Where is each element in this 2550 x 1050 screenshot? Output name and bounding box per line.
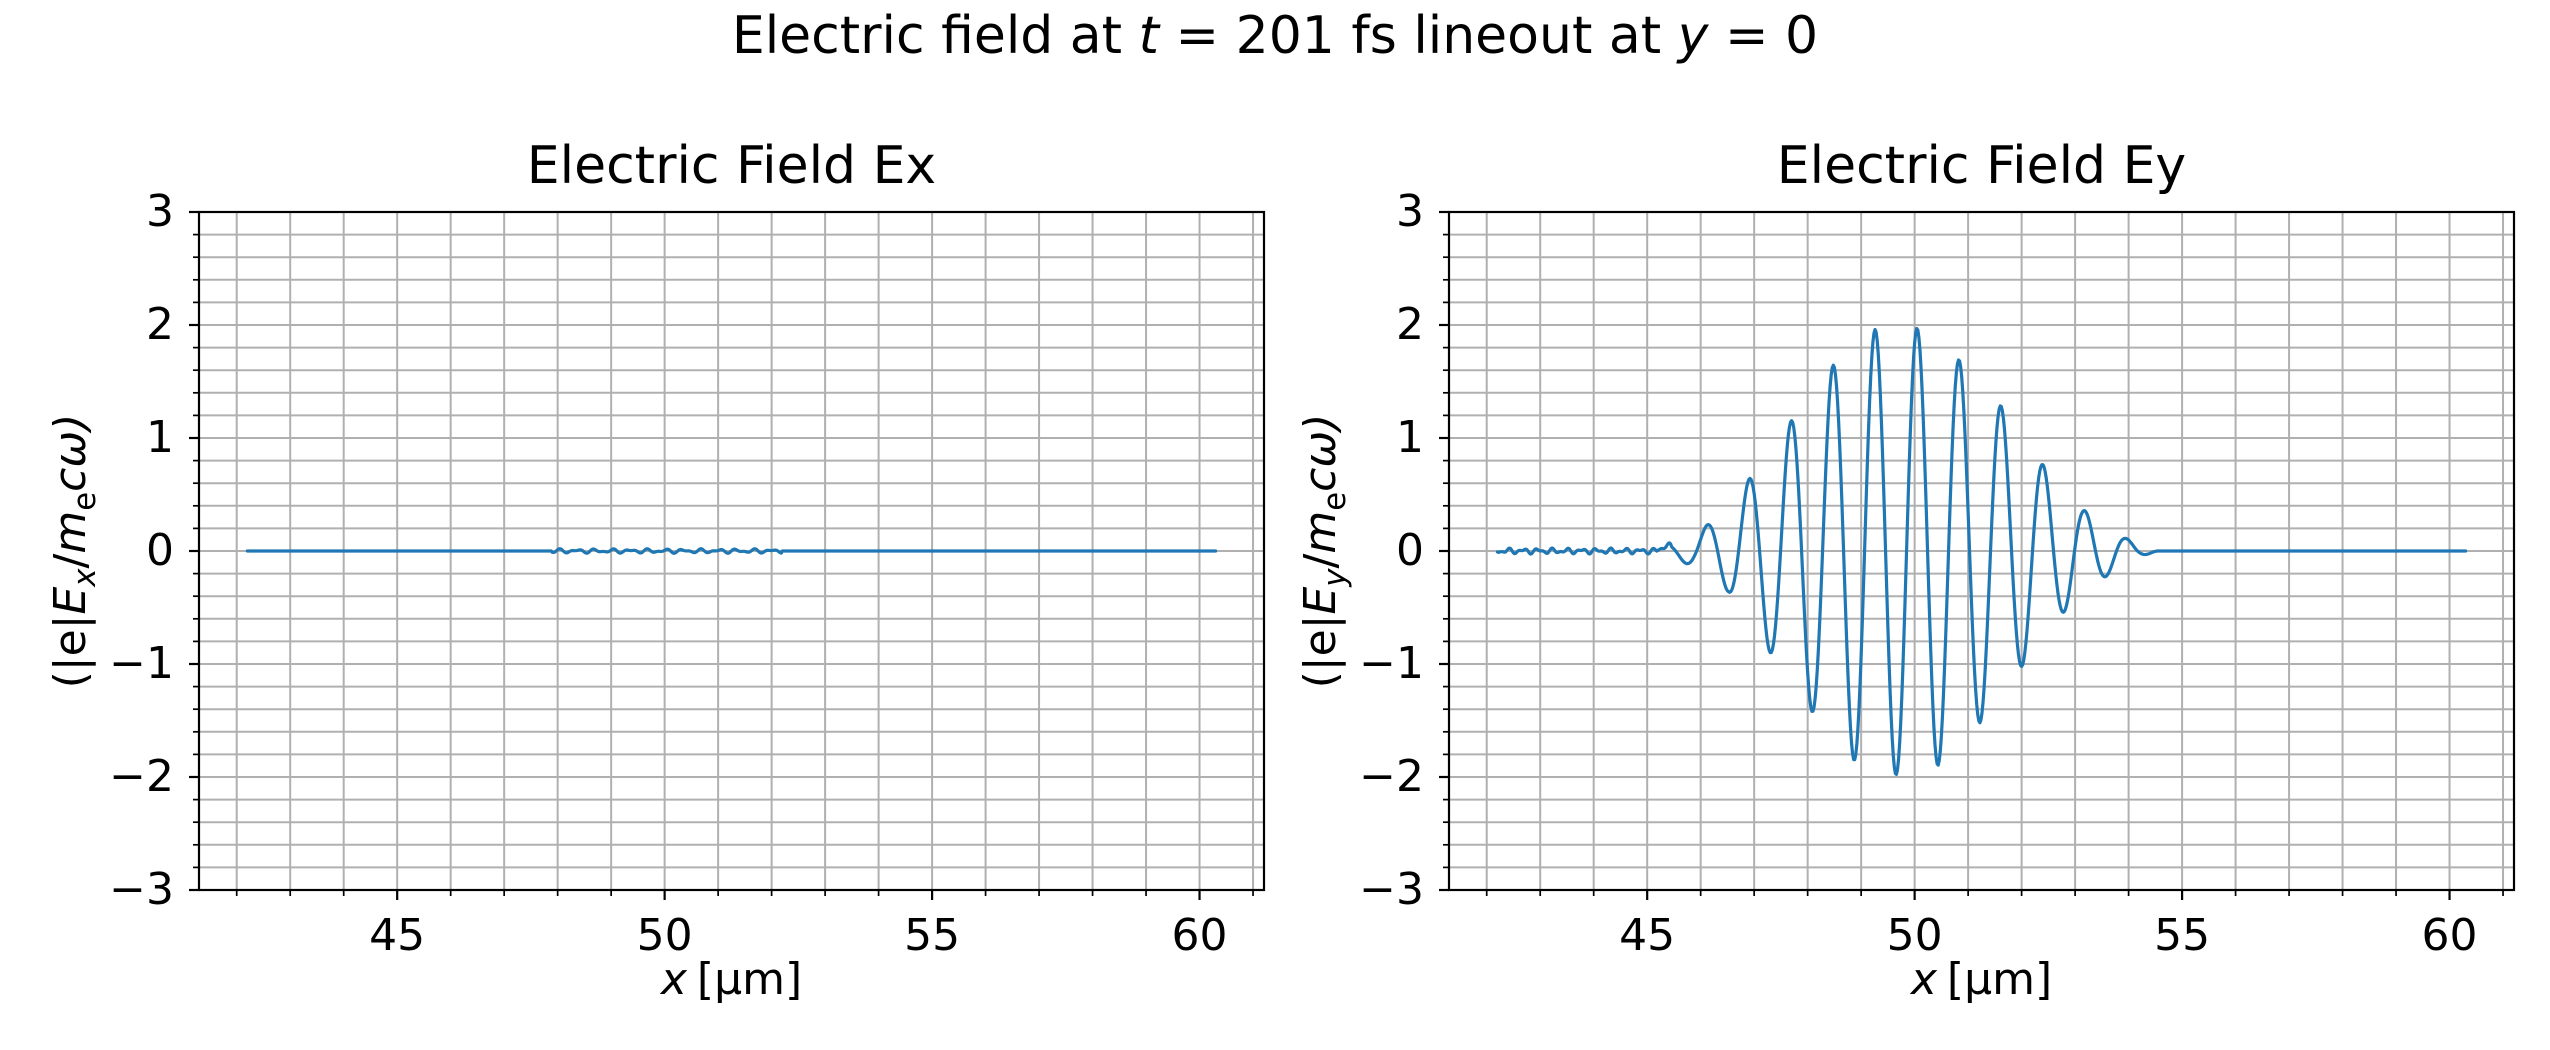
y-tick-label: 2 (1396, 299, 1424, 350)
y-tick-label: 3 (1396, 186, 1424, 237)
x-tick-label: 55 (904, 910, 961, 961)
y-tick-label: 3 (146, 186, 174, 237)
y-tick-label: −2 (1359, 751, 1424, 802)
x-tick-label: 45 (1619, 910, 1676, 961)
suptitle-var-t: t (1138, 6, 1159, 66)
subplot-ey: Electric Field Ey (|e|Ey/mecω) 45 50 55 60 … (1295, 0, 2516, 1050)
suptitle-part: Electric field at (731, 6, 1139, 66)
data-line-ey (1495, 326, 2468, 776)
x-tick-label: 60 (1171, 910, 1228, 961)
suptitle-var-y: y (1677, 6, 1709, 66)
x-axis-label-ex: x [μm] (660, 954, 803, 1005)
x-tick-label: 55 (2154, 910, 2211, 961)
x-tick-label: 45 (369, 910, 426, 961)
y-tick-label: 1 (146, 412, 174, 463)
y-tick-label: 2 (146, 299, 174, 350)
x-tick-label: 50 (1886, 910, 1943, 961)
axes-ex (189, 210, 1266, 900)
suptitle-part: = 0 (1708, 6, 1819, 66)
y-tick-label: 0 (1396, 525, 1424, 576)
y-tick-label: −1 (109, 638, 174, 689)
y-tick-label: −1 (1359, 638, 1424, 689)
y-tick-label: 1 (1396, 412, 1424, 463)
data-line-ex (245, 547, 1218, 555)
y-tick-label: −3 (109, 864, 174, 915)
subplot-ex: Electric Field Ex (|e|Ex/mecω) 45 50 55 60 … (45, 0, 1266, 1050)
axes-ey (1439, 210, 2516, 900)
subplot-title-ey: Electric Field Ey (1776, 136, 2187, 196)
y-tick-label: −3 (1359, 864, 1424, 915)
subplot-title-ex: Electric Field Ex (526, 136, 937, 196)
suptitle-part: = 201 fs lineout at (1158, 6, 1678, 66)
spines (1447, 210, 2516, 892)
x-tick-label: 50 (636, 910, 693, 961)
x-axis-label-ey: x [μm] (1910, 954, 2053, 1005)
y-tick-label: 0 (146, 525, 174, 576)
x-tick-label: 60 (2421, 910, 2478, 961)
grid (199, 212, 1264, 890)
spines (197, 210, 1266, 892)
y-tick-label: −2 (109, 751, 174, 802)
figure-suptitle: Electric field at t = 201 fs lineout at … (0, 6, 2550, 67)
